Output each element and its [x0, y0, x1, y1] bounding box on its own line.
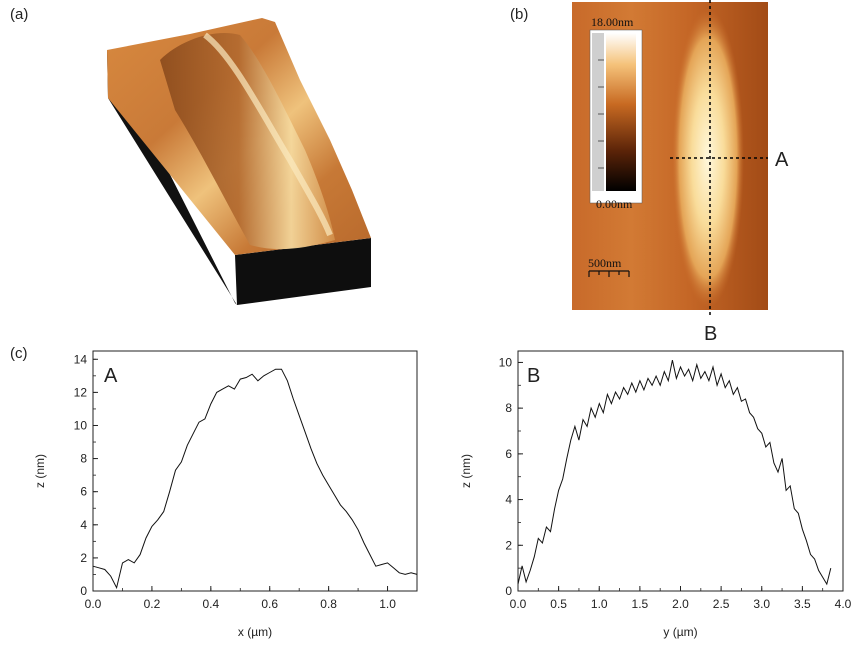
- panel-b-label: (b): [510, 6, 529, 23]
- colorbar-gradient: [606, 33, 636, 191]
- y-tick-label: 2: [80, 551, 87, 565]
- y-tick-label: 6: [505, 447, 512, 461]
- plot-frame: [92, 350, 418, 592]
- chart-panel-label: B: [527, 365, 540, 387]
- x-tick-label: 2.0: [672, 597, 689, 611]
- x-tick-label: 1.5: [632, 597, 649, 611]
- colorbar-max-label: 18.00nm: [591, 15, 634, 29]
- cut-line-a-label: A: [775, 149, 789, 171]
- y-axis-label: z (nm): [459, 454, 473, 488]
- x-axis-label: x (µm): [238, 625, 272, 639]
- scalebar-label: 500nm: [588, 256, 622, 270]
- y-tick-label: 0: [80, 584, 87, 598]
- colorbar-scale-strip: [592, 33, 604, 191]
- ridge-highlight: [203, 32, 333, 237]
- x-tick-label: 1.0: [379, 597, 396, 611]
- profile-chart-a: 0.0 0.2 0.4 0.6 0.8 1.0 0 2 4 6 8 10 12 14 x (µm) z (nm…: [33, 350, 418, 639]
- scalebar: [588, 270, 630, 277]
- x-tick-label: 3.0: [753, 597, 770, 611]
- y-tick-label: 14: [74, 352, 88, 366]
- y-tick-label: 8: [80, 452, 87, 466]
- height-profile-line: [517, 359, 832, 586]
- panel-c-label: (c): [10, 345, 28, 362]
- colorbar-min-label: 0.00nm: [596, 197, 633, 211]
- panel-a-label: (a): [10, 6, 29, 23]
- block-front-face: [235, 238, 371, 305]
- x-tick-label: 0.4: [202, 597, 219, 611]
- y-tick-label: 6: [80, 485, 87, 499]
- x-tick-label: 2.5: [713, 597, 730, 611]
- cut-line-b-label: B: [704, 323, 717, 345]
- x-tick-label: 0.0: [510, 597, 527, 611]
- x-tick-label: 3.5: [794, 597, 811, 611]
- y-tick-label: 4: [80, 518, 87, 532]
- height-profile-line: [92, 368, 418, 590]
- y-tick-label: 2: [505, 538, 512, 552]
- y-tick-label: 0: [505, 584, 512, 598]
- afm-2d-image: 18.00nm 0.00nm 500nm A B: [572, 0, 789, 345]
- afm-3d-rendering: [107, 18, 371, 305]
- x-tick-label: 0.6: [261, 597, 278, 611]
- y-tick-label: 12: [74, 385, 88, 399]
- x-axis-label: y (µm): [663, 625, 697, 639]
- y-tick-label: 4: [505, 493, 512, 507]
- x-tick-label: 1.0: [591, 597, 608, 611]
- x-tick-label: 0.0: [85, 597, 102, 611]
- x-tick-label: 0.8: [320, 597, 337, 611]
- y-tick-label: 10: [499, 355, 513, 369]
- plot-frame: [517, 350, 844, 592]
- x-tick-label: 0.2: [144, 597, 161, 611]
- y-tick-label: 8: [505, 401, 512, 415]
- y-tick-label: 10: [74, 418, 88, 432]
- ridge-surface: [160, 32, 335, 250]
- x-tick-label: 0.5: [550, 597, 567, 611]
- profile-chart-b: 0.0 0.5 1.0 1.5 2.0 2.5 3.0 3.5 4.0 0 2 4 6 8 10 y (µm)…: [459, 350, 852, 639]
- x-tick-label: 4.0: [835, 597, 852, 611]
- chart-panel-label: A: [104, 365, 118, 387]
- y-axis-label: z (nm): [33, 454, 47, 488]
